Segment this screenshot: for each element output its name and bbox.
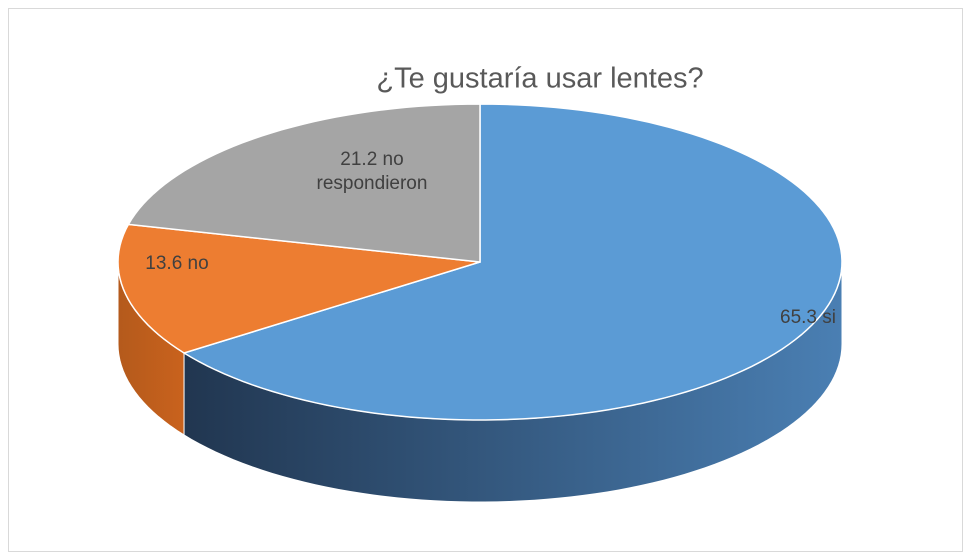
- data-label: 65.3 si: [780, 307, 836, 328]
- chart-title: ¿Te gustaría usar lentes?: [376, 63, 703, 95]
- slice: [182, 103, 843, 421]
- slice: [117, 223, 481, 354]
- slice: [127, 103, 481, 263]
- data-label: 21.2 no respondieron: [316, 149, 428, 194]
- data-label: 13.6 no: [145, 253, 209, 274]
